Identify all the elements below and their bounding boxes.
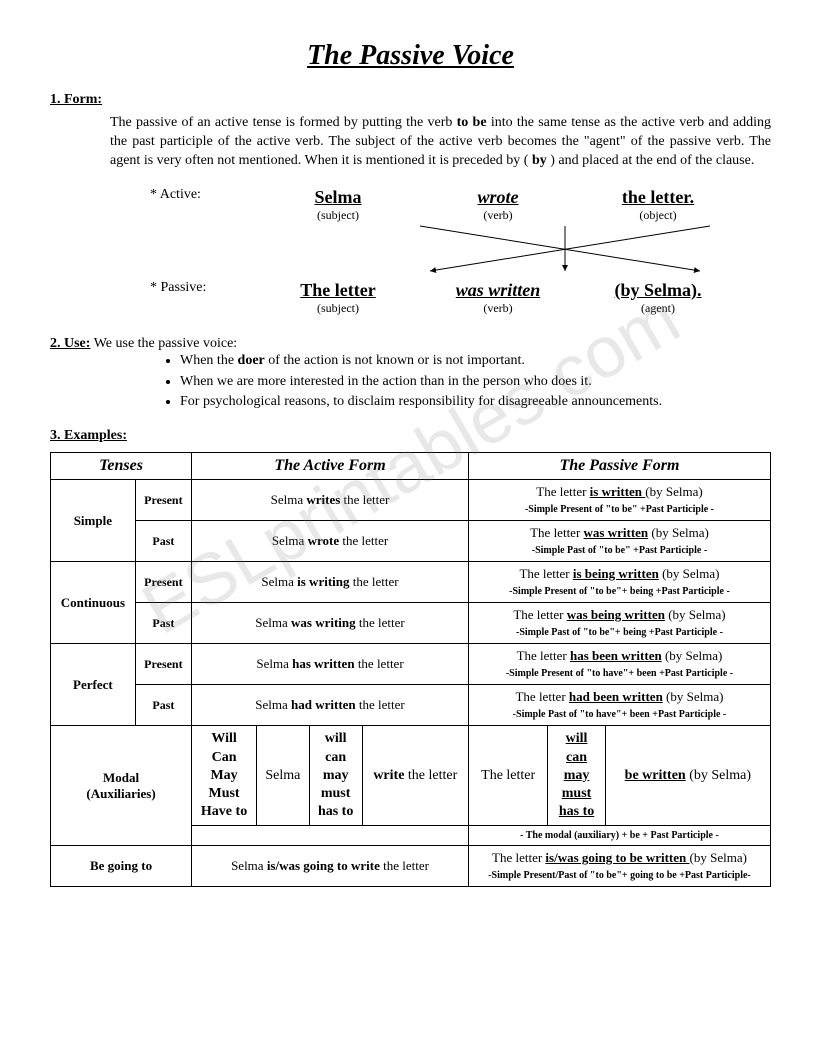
list-item: When we are more interested in the actio… (180, 373, 771, 392)
sub-past: Past (135, 603, 191, 644)
active-object: the letter. (object) (608, 187, 708, 223)
table-row: Past Selma wrote the letter The letter w… (51, 521, 771, 562)
passive-row: * Passive: The letter (subject) was writ… (150, 280, 771, 316)
use-list: When the doer of the action is not known… (180, 352, 771, 413)
modal-active-right: write the letter (362, 726, 468, 826)
term-text: was written (448, 280, 548, 301)
empty-cell (192, 826, 469, 846)
term-sub: (subject) (288, 301, 388, 316)
active-cell: Selma wrote the letter (192, 521, 469, 562)
section-heading-form: 1. Form: (50, 92, 771, 108)
table-row: Past Selma was writing the letter The le… (51, 603, 771, 644)
active-passive-example: * Active: Selma (subject) wrote (verb) t… (150, 187, 771, 316)
active-cell: Selma had written the letter (192, 685, 469, 726)
term-text: the letter. (608, 187, 708, 208)
header-tenses: Tenses (51, 453, 192, 480)
term-sub: (agent) (608, 301, 708, 316)
modal-passive-mid: will can may must has to (548, 726, 605, 826)
form-paragraph: The passive of an active tense is formed… (110, 114, 771, 171)
passive-label: * Passive: (150, 280, 240, 296)
passive-cell: The letter is written (by Selma) -Simple… (468, 480, 770, 521)
sub-past: Past (135, 685, 191, 726)
examples-table: Tenses The Active Form The Passive Form … (50, 452, 771, 887)
table-row-modal: Modal(Auxiliaries) Will Can May Must Hav… (51, 726, 771, 826)
table-row: Simple Present Selma writes the letter T… (51, 480, 771, 521)
use-intro-text: We use the passive voice: (94, 336, 238, 351)
header-passive: The Passive Form (468, 453, 770, 480)
passive-cell: The letter had been written (by Selma) -… (468, 685, 770, 726)
table-row: Continuous Present Selma is writing the … (51, 562, 771, 603)
modal-note: - The modal (auxiliary) + be + Past Part… (468, 826, 770, 846)
section-form: 1. Form: The passive of an active tense … (50, 92, 771, 316)
active-cell: Selma has written the letter (192, 644, 469, 685)
sub-present: Present (135, 480, 191, 521)
sub-present: Present (135, 644, 191, 685)
term-text: (by Selma). (608, 280, 708, 301)
table-row: Perfect Present Selma has written the le… (51, 644, 771, 685)
active-cell: Selma writes the letter (192, 480, 469, 521)
crossing-arrows-diagram (370, 221, 770, 281)
active-label: * Active: (150, 187, 240, 203)
active-verb: wrote (verb) (448, 187, 548, 223)
active-subject: Selma (subject) (288, 187, 388, 223)
passive-agent: (by Selma). (agent) (608, 280, 708, 316)
modal-active-subject: Selma (257, 726, 310, 826)
term-text: Selma (288, 187, 388, 208)
passive-verb: was written (verb) (448, 280, 548, 316)
term-text: The letter (288, 280, 388, 301)
text-bold: by (532, 153, 547, 168)
passive-cell: The letter was written (by Selma) -Simpl… (468, 521, 770, 562)
active-cell: Selma was writing the letter (192, 603, 469, 644)
passive-cell: The letter has been written (by Selma) -… (468, 644, 770, 685)
passive-cell: The letter was being written (by Selma) … (468, 603, 770, 644)
label-simple: Simple (51, 480, 136, 562)
text-bold: to be (457, 115, 487, 130)
modal-passive-left: The letter (468, 726, 547, 826)
label-perfect: Perfect (51, 644, 136, 726)
text: ) and placed at the end of the clause. (547, 153, 755, 168)
list-item: When the doer of the action is not known… (180, 352, 771, 371)
modal-active-mid: will can may must has to (309, 726, 362, 826)
text: The passive of an active tense is formed… (110, 115, 457, 130)
active-row: * Active: Selma (subject) wrote (verb) t… (150, 187, 771, 223)
table-row-begoing: Be going to Selma is/was going to write … (51, 846, 771, 887)
sub-present: Present (135, 562, 191, 603)
table-header-row: Tenses The Active Form The Passive Form (51, 453, 771, 480)
sub-past: Past (135, 521, 191, 562)
passive-cell: The letter is being written (by Selma) -… (468, 562, 770, 603)
term-sub: (verb) (448, 301, 548, 316)
header-active: The Active Form (192, 453, 469, 480)
table-row: Past Selma had written the letter The le… (51, 685, 771, 726)
list-item: For psychological reasons, to disclaim r… (180, 393, 771, 412)
label-modal: Modal(Auxiliaries) (51, 726, 192, 846)
modal-passive-right: be written (by Selma) (605, 726, 770, 826)
section-heading-use: 2. Use: (50, 336, 90, 351)
active-cell: Selma is writing the letter (192, 562, 469, 603)
label-begoing: Be going to (51, 846, 192, 887)
modal-active-left: Will Can May Must Have to (192, 726, 257, 826)
section-heading-examples: 3. Examples: (50, 428, 771, 444)
passive-cell: The letter is/was going to be written (b… (468, 846, 770, 887)
term-text: wrote (448, 187, 548, 208)
active-cell: Selma is/was going to write the letter (192, 846, 469, 887)
section-examples: 3. Examples: Tenses The Active Form The … (50, 428, 771, 887)
label-continuous: Continuous (51, 562, 136, 644)
section-use: 2. Use: We use the passive voice: When t… (50, 336, 771, 413)
page-title: The Passive Voice (50, 40, 771, 72)
passive-subject: The letter (subject) (288, 280, 388, 316)
